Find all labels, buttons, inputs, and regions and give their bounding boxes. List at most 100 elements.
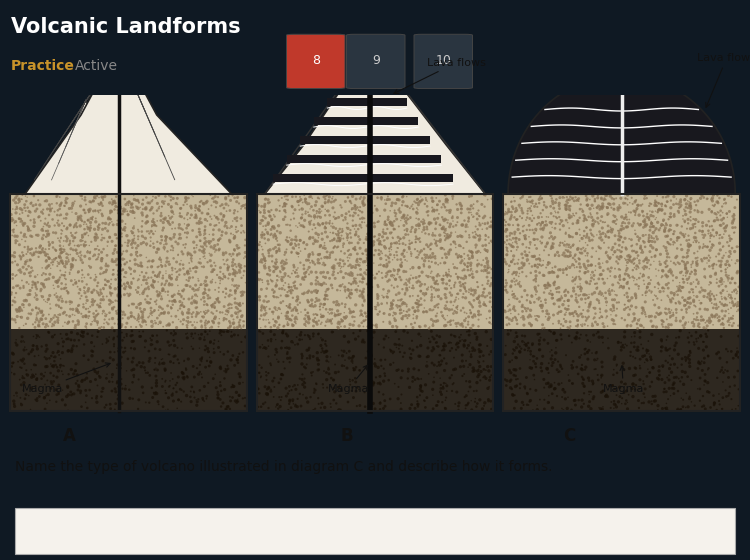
Point — [43, 262, 55, 271]
Point — [50, 397, 62, 406]
Point — [698, 233, 709, 242]
Point — [386, 347, 398, 356]
Point — [430, 342, 442, 351]
Point — [278, 273, 290, 282]
Point — [320, 291, 332, 300]
Point — [334, 282, 346, 291]
Point — [176, 301, 188, 310]
Point — [637, 291, 649, 300]
Point — [155, 211, 167, 220]
Point — [662, 197, 674, 206]
Point — [588, 365, 600, 374]
Point — [226, 277, 238, 286]
Point — [238, 254, 250, 263]
Point — [330, 255, 342, 264]
Point — [455, 306, 467, 315]
Point — [627, 380, 639, 389]
Point — [230, 286, 242, 295]
Point — [650, 323, 662, 332]
Point — [683, 202, 695, 211]
Point — [463, 288, 475, 297]
Point — [637, 248, 649, 256]
Point — [206, 316, 218, 325]
Point — [211, 240, 223, 249]
Point — [662, 284, 674, 293]
Point — [481, 254, 493, 263]
Point — [335, 346, 347, 355]
Point — [572, 282, 584, 291]
Point — [63, 318, 75, 326]
Point — [596, 371, 608, 380]
Point — [440, 321, 452, 330]
Point — [520, 226, 532, 235]
Point — [182, 215, 194, 224]
Point — [560, 291, 572, 300]
Point — [529, 311, 541, 320]
Point — [685, 202, 697, 211]
Point — [411, 312, 423, 321]
Point — [562, 301, 574, 310]
Point — [262, 389, 274, 398]
Point — [39, 248, 51, 257]
Point — [82, 248, 94, 256]
Point — [31, 313, 43, 322]
Point — [165, 340, 177, 349]
Point — [159, 365, 171, 374]
Point — [285, 239, 297, 248]
Point — [29, 279, 41, 288]
Point — [228, 330, 240, 339]
Point — [719, 300, 731, 309]
Point — [53, 276, 64, 284]
Point — [480, 241, 492, 250]
Point — [388, 283, 400, 292]
Point — [412, 402, 424, 411]
Point — [478, 372, 490, 381]
Point — [256, 255, 268, 264]
Point — [74, 213, 86, 222]
Point — [305, 301, 317, 310]
Point — [712, 208, 724, 217]
Point — [55, 245, 67, 254]
Point — [294, 236, 306, 245]
Point — [532, 220, 544, 228]
Point — [186, 382, 198, 391]
Point — [464, 204, 476, 213]
Point — [239, 278, 251, 287]
Point — [91, 286, 103, 295]
Point — [19, 242, 31, 251]
Point — [166, 212, 178, 221]
Point — [194, 236, 206, 245]
Point — [156, 359, 168, 368]
Point — [430, 317, 442, 326]
Point — [166, 300, 178, 309]
Point — [231, 216, 243, 225]
Point — [208, 225, 220, 234]
Point — [500, 259, 512, 268]
Point — [181, 323, 193, 332]
Point — [436, 203, 448, 212]
Point — [328, 384, 340, 393]
Point — [546, 241, 558, 250]
Point — [397, 315, 409, 324]
Point — [422, 283, 434, 292]
Point — [676, 305, 688, 314]
Point — [29, 288, 41, 297]
Point — [462, 259, 474, 268]
Point — [698, 193, 709, 202]
Point — [309, 386, 321, 395]
Point — [224, 396, 236, 405]
Point — [260, 367, 272, 376]
Point — [728, 301, 740, 310]
Point — [530, 315, 542, 324]
Point — [154, 255, 166, 264]
Point — [676, 256, 688, 265]
Point — [160, 269, 172, 278]
Text: Lava flows: Lava flows — [698, 53, 750, 108]
Point — [147, 239, 159, 248]
Polygon shape — [25, 51, 232, 194]
Point — [278, 199, 290, 208]
Point — [363, 248, 375, 257]
Point — [319, 300, 331, 309]
Point — [388, 208, 400, 217]
Point — [443, 318, 455, 326]
